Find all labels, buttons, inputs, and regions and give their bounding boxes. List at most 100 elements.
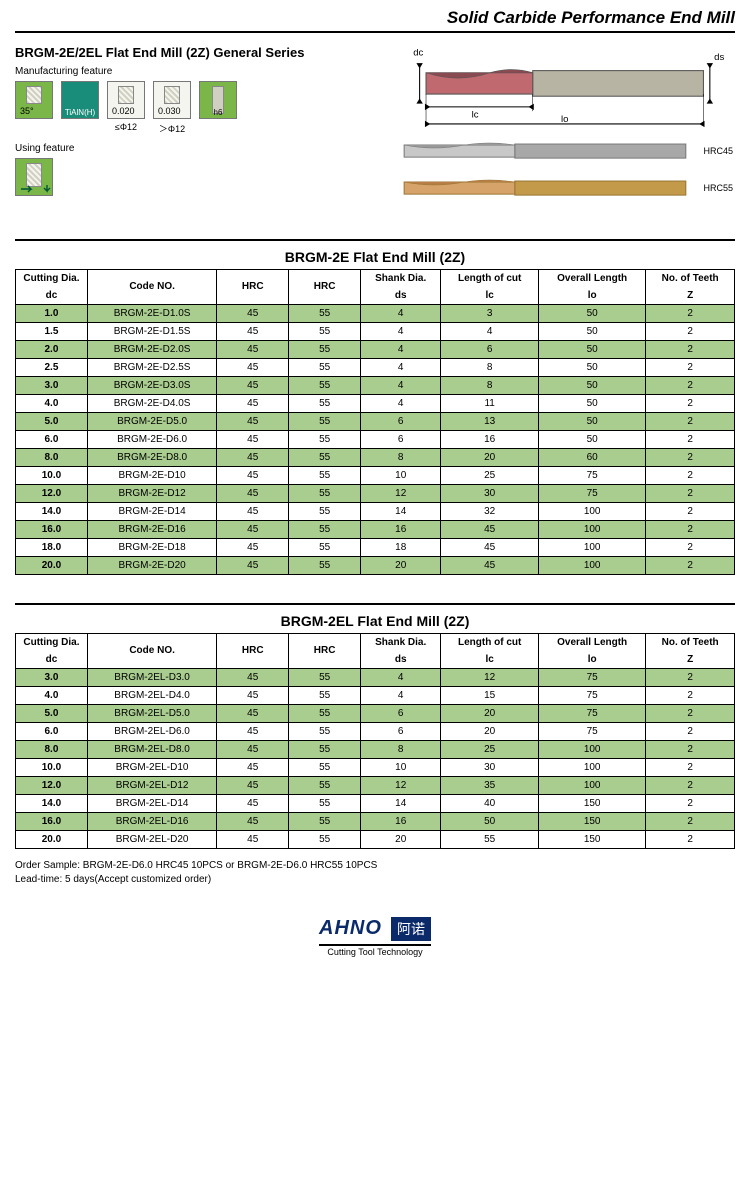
table-cell: BRGM-2EL-D5.0: [87, 704, 216, 722]
col-subheader: lo: [539, 287, 646, 305]
table-cell: 50: [539, 394, 646, 412]
hrc45-label: HRC45: [701, 145, 735, 157]
table-cell: 50: [539, 430, 646, 448]
col-header: Shank Dia.: [361, 633, 441, 651]
table-cell: 2: [646, 394, 735, 412]
table-cell: 55: [289, 322, 361, 340]
table-cell: 50: [539, 322, 646, 340]
using-label: Using feature: [15, 143, 374, 154]
table-cell: BRGM-2EL-D12: [87, 776, 216, 794]
table-cell: 2: [646, 376, 735, 394]
table-cell: 12.0: [16, 484, 88, 502]
table-cell: 20: [441, 704, 539, 722]
table-cell: 45: [441, 556, 539, 574]
table-row: 6.0BRGM-2E-D6.04555616502: [16, 430, 735, 448]
table-cell: 55: [289, 668, 361, 686]
table-cell: 4: [361, 376, 441, 394]
logo-tagline: Cutting Tool Technology: [15, 947, 735, 957]
table-cell: 14: [361, 794, 441, 812]
table-cell: 45: [217, 502, 289, 520]
table-cell: 2: [646, 484, 735, 502]
table-cell: 45: [217, 304, 289, 322]
table-cell: 45: [217, 812, 289, 830]
table-row: 4.0BRGM-2EL-D4.04555415752: [16, 686, 735, 704]
table-cell: BRGM-2EL-D10: [87, 758, 216, 776]
table-row: 8.0BRGM-2EL-D8.045558251002: [16, 740, 735, 758]
col-header: Shank Dia.: [361, 269, 441, 287]
table-cell: 2: [646, 304, 735, 322]
col-header: No. of Teeth: [646, 633, 735, 651]
table-row: 18.0BRGM-2E-D18455518451002: [16, 538, 735, 556]
table-cell: 3.0: [16, 668, 88, 686]
table-cell: 10: [361, 466, 441, 484]
table-cell: 55: [289, 686, 361, 704]
table-cell: 45: [217, 376, 289, 394]
table-cell: 75: [539, 722, 646, 740]
table2-head: Cutting Dia.Code NO.HRCHRCShank Dia.Leng…: [16, 633, 735, 668]
table-cell: 55: [289, 430, 361, 448]
table-row: 16.0BRGM-2E-D16455516451002: [16, 520, 735, 538]
table-row: 16.0BRGM-2EL-D16455516501502: [16, 812, 735, 830]
table-cell: 55: [289, 502, 361, 520]
table-cell: 10: [361, 758, 441, 776]
table-row: 14.0BRGM-2EL-D14455514401502: [16, 794, 735, 812]
table-cell: 12: [361, 484, 441, 502]
table-row: 2.0BRGM-2E-D2.0S455546502: [16, 340, 735, 358]
table-cell: 150: [539, 812, 646, 830]
table-cell: 2: [646, 704, 735, 722]
logo-cn: 阿诺: [391, 917, 431, 941]
table-row: 10.0BRGM-2EL-D10455510301002: [16, 758, 735, 776]
table-cell: 50: [539, 304, 646, 322]
table-cell: 8: [361, 448, 441, 466]
table-row: 14.0BRGM-2E-D14455514321002: [16, 502, 735, 520]
table-cell: 45: [217, 358, 289, 376]
table-cell: 60: [539, 448, 646, 466]
table-cell: 20: [441, 448, 539, 466]
table-cell: 20: [361, 556, 441, 574]
table-cell: BRGM-2E-D6.0: [87, 430, 216, 448]
spec-table-1: Cutting Dia.Code NO.HRCHRCShank Dia.Leng…: [15, 269, 735, 575]
endmill-hrc45: HRC45: [394, 138, 735, 164]
table-cell: 100: [539, 758, 646, 776]
table-cell: 55: [289, 758, 361, 776]
table-cell: 45: [217, 668, 289, 686]
table-cell: 4: [361, 394, 441, 412]
table-cell: 16.0: [16, 520, 88, 538]
table-cell: 2: [646, 520, 735, 538]
table-cell: 8: [441, 358, 539, 376]
col-header: HRC: [217, 633, 289, 668]
table-cell: 2.5: [16, 358, 88, 376]
table-cell: 6: [441, 340, 539, 358]
table-cell: 6.0: [16, 722, 88, 740]
table-cell: 50: [441, 812, 539, 830]
table-cell: 100: [539, 556, 646, 574]
table-cell: 100: [539, 538, 646, 556]
table-cell: 25: [441, 740, 539, 758]
table-cell: 6: [361, 722, 441, 740]
table-cell: 2: [646, 556, 735, 574]
lead-time: Lead-time: 5 days(Accept customized orde…: [15, 873, 735, 887]
table-cell: 30: [441, 758, 539, 776]
table-cell: BRGM-2EL-D3.0: [87, 668, 216, 686]
table-cell: 2: [646, 340, 735, 358]
table-cell: 100: [539, 776, 646, 794]
logo-name: AHNO: [319, 917, 382, 940]
table-cell: 4.0: [16, 394, 88, 412]
table-cell: 50: [539, 340, 646, 358]
table-cell: 3.0: [16, 376, 88, 394]
table-row: 3.0BRGM-2E-D3.0S455548502: [16, 376, 735, 394]
table-cell: 55: [289, 358, 361, 376]
table-cell: 25: [441, 466, 539, 484]
col-header: HRC: [217, 269, 289, 304]
table-cell: 45: [217, 740, 289, 758]
table-cell: 4: [361, 340, 441, 358]
table-cell: 2: [646, 322, 735, 340]
table-cell: 55: [289, 830, 361, 848]
table-cell: 4: [361, 358, 441, 376]
table-cell: 2: [646, 758, 735, 776]
table-cell: 20.0: [16, 830, 88, 848]
table-cell: 12.0: [16, 776, 88, 794]
table-cell: 55: [289, 394, 361, 412]
table-cell: 8: [361, 740, 441, 758]
table-cell: 45: [217, 722, 289, 740]
